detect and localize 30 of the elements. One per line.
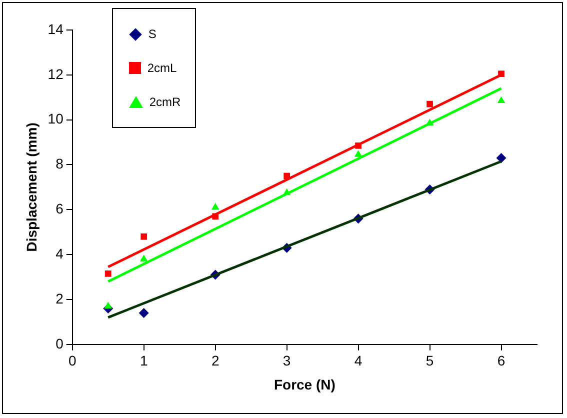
- y-tick-label: 2: [56, 290, 64, 306]
- legend-label: 2cmL: [147, 61, 177, 75]
- point: [104, 270, 112, 277]
- point: [426, 100, 433, 108]
- legend-label: S: [148, 27, 156, 41]
- x-tick-label: 4: [354, 352, 362, 369]
- x-tick-label: 1: [140, 352, 148, 369]
- y-axis-title: Displacement (mm): [23, 122, 40, 252]
- point: [211, 202, 220, 210]
- point: [140, 254, 148, 262]
- point: [140, 233, 148, 240]
- x-tick-label: 6: [497, 352, 506, 369]
- y-tick-label: 12: [48, 66, 64, 82]
- point: [104, 302, 112, 308]
- y-tick-label: 14: [48, 20, 64, 37]
- y-tick-label: 8: [56, 156, 64, 172]
- y-tick-label: 10: [48, 110, 64, 127]
- x-tick-label: 5: [426, 352, 434, 369]
- point: [138, 308, 149, 318]
- x-tick-label: 3: [282, 352, 291, 369]
- y-tick-label: 0: [56, 335, 64, 352]
- y-tick-label: 6: [56, 200, 64, 217]
- x-axis-title: Force (N): [274, 376, 336, 392]
- x-tick-label: 0: [68, 352, 76, 369]
- legend-label: 2cmR: [149, 95, 181, 109]
- y-tick-label: 4: [56, 245, 64, 262]
- point: [497, 96, 506, 103]
- x-tick-label: 2: [211, 352, 220, 369]
- point: [354, 150, 362, 157]
- point: [496, 153, 506, 164]
